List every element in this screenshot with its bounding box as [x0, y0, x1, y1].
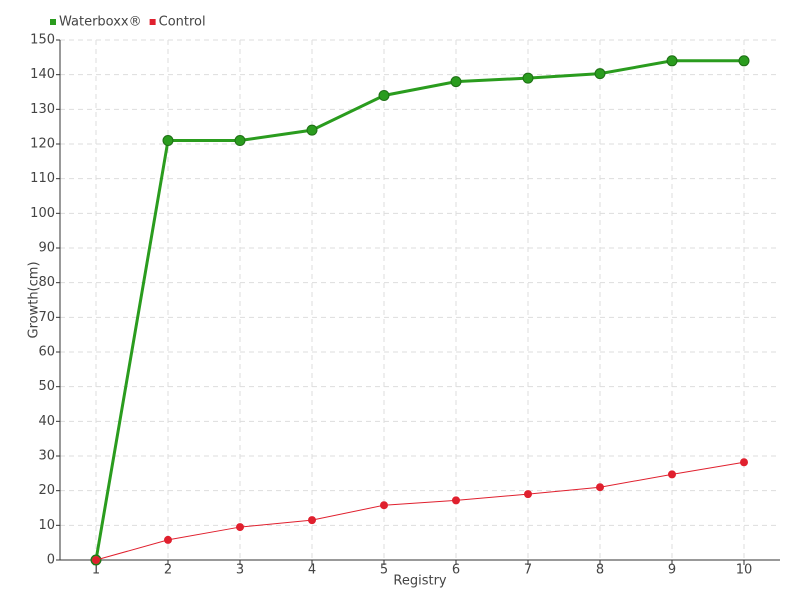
- data-point: [594, 68, 606, 80]
- y-tick-label: 60: [38, 345, 55, 360]
- y-tick-label: 40: [38, 414, 55, 429]
- y-tick-label: 50: [38, 379, 55, 394]
- y-tick-label: 120: [30, 137, 55, 152]
- data-point: [450, 76, 462, 88]
- x-tick-label: 1: [92, 563, 100, 578]
- data-point: [164, 535, 172, 544]
- series-line: [94, 59, 744, 561]
- y-tick-label: 80: [38, 275, 55, 290]
- data-point: [306, 124, 318, 136]
- x-tick-label: 3: [236, 563, 244, 578]
- x-tick-label: 6: [452, 563, 460, 578]
- legend-label: Control: [159, 15, 206, 30]
- data-point: [452, 496, 460, 505]
- data-point: [236, 523, 244, 532]
- y-tick-label: 150: [30, 33, 55, 48]
- x-tick-label: 5: [380, 563, 388, 578]
- data-point: [666, 55, 678, 67]
- x-tick-label: 10: [736, 563, 753, 578]
- y-tick-label: 0: [47, 553, 55, 568]
- data-point: [308, 516, 316, 525]
- x-tick-label: 9: [668, 563, 676, 578]
- data-point: [740, 458, 748, 467]
- legend-swatch: [50, 19, 56, 25]
- x-tick-label: 8: [596, 563, 604, 578]
- y-tick-label: 30: [38, 449, 55, 464]
- y-axis-label: Growth(cm): [27, 261, 42, 338]
- y-tick-label: 130: [30, 102, 55, 117]
- y-tick-label: 140: [30, 67, 55, 82]
- data-point: [92, 556, 100, 564]
- y-tick-label: 100: [30, 206, 55, 221]
- legend-swatch: [149, 19, 156, 25]
- legend-label: Waterboxx®: [59, 15, 142, 30]
- x-tick-label: 7: [524, 563, 532, 578]
- data-point: [380, 501, 388, 510]
- data-point: [234, 135, 246, 147]
- data-point: [378, 89, 390, 101]
- x-tick-label: 2: [164, 563, 172, 578]
- data-point: [668, 470, 676, 479]
- data-point: [738, 55, 750, 67]
- x-tick-label: 4: [308, 563, 316, 578]
- data-point: [596, 483, 604, 492]
- series-line: [95, 461, 745, 561]
- x-axis-label: Registry: [393, 574, 447, 589]
- y-tick-label: 110: [30, 171, 55, 186]
- data-point: [524, 490, 532, 499]
- y-tick-label: 90: [38, 241, 55, 256]
- data-point: [162, 135, 174, 147]
- data-point: [522, 72, 534, 84]
- y-tick-label: 70: [38, 310, 55, 325]
- y-tick-label: 20: [38, 483, 55, 498]
- y-tick-label: 10: [38, 518, 55, 533]
